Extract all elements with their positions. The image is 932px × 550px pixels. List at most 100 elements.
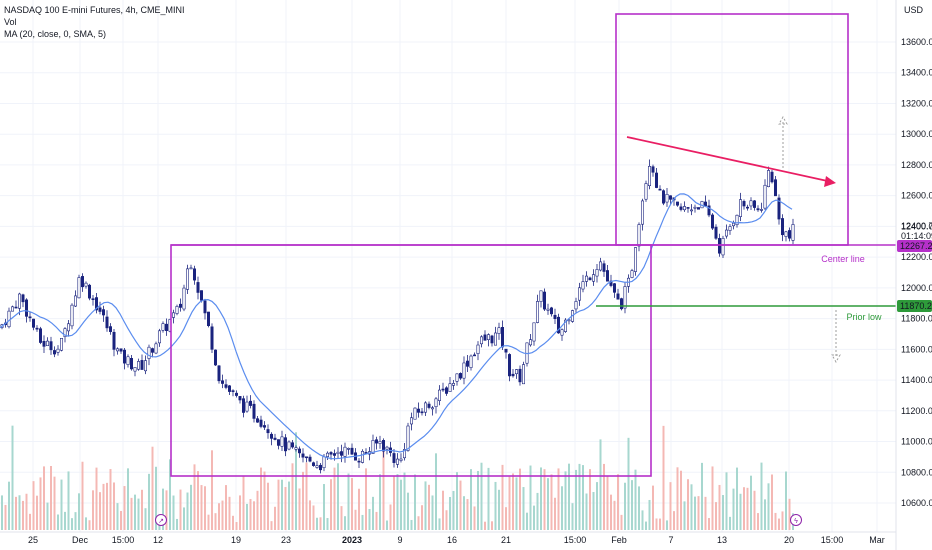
breakout-box[interactable] [615,13,849,246]
candle-body [259,419,263,427]
candle-body [563,319,567,332]
candle-body [172,312,176,318]
volume-bar [487,467,490,530]
currency-label: USD [904,5,924,15]
prior-low-price-tag: 11870.25 [900,301,932,311]
candle-body [70,304,74,327]
volume-bar [631,480,633,530]
candle-body [598,261,602,271]
volume-bar [543,469,546,530]
candle-body [749,200,753,207]
time-tick: 23 [281,535,291,545]
candle-body [179,303,183,308]
center-line-label: Center line [821,254,865,264]
candle-body [242,398,246,413]
candle-body [269,433,273,439]
candle-body [385,446,389,450]
volume-bar [29,513,31,530]
volume-bar [116,503,119,530]
candle-body [507,354,511,377]
candle-body [301,453,305,458]
volume-bar [729,516,731,530]
time-tick: 25 [28,535,38,545]
candle-body [297,448,301,454]
volume-bar [641,510,644,530]
trendline[interactable] [626,136,833,183]
time-tick: Dec [72,535,89,545]
candle-body [11,306,15,312]
candle-body [441,388,445,391]
volume-bar [211,450,213,530]
candle-body [189,267,193,270]
candle-body [609,280,613,286]
volume-bar [319,517,322,530]
candle-body [584,275,588,282]
volume-bar [305,462,308,530]
volume-bar [669,482,672,530]
price-tick: 11200.00 [901,406,932,416]
center-price-tag-bg [897,240,932,252]
candle-body [710,214,714,229]
ma-legend[interactable]: MA (20, close, 0, SMA, 5) [4,29,107,39]
candle-body [728,226,732,231]
candle-body [31,318,35,328]
candle-body [647,166,651,187]
volume-bar [788,498,791,530]
volume-bar [246,503,248,530]
volume-bar [39,477,42,530]
volume-bar [368,508,371,530]
volume-legend[interactable]: Vol [4,17,17,27]
earnings-event-icon[interactable] [790,514,802,526]
candle-body [280,436,284,447]
time-tick: 13 [717,535,727,545]
candle-body [605,270,609,282]
candle-body [203,300,207,314]
trendline-arrowhead [824,176,836,187]
candle-body [35,327,39,330]
volume-bar [113,482,115,530]
volume-bar [785,471,787,530]
price-tick: 11400.00 [901,375,932,385]
volume-bar [176,518,178,530]
price-tick: 13200.00 [901,98,932,108]
moving-average-line [0,193,793,460]
volume-bar [277,479,280,530]
volume-bar [263,471,266,530]
volume-bar [15,496,17,530]
candle-body [780,218,784,236]
symbol-title[interactable]: NASDAQ 100 E-mini Futures, 4h, CME_MINI [4,5,185,15]
candle-body [423,402,427,413]
candle-body [402,449,406,459]
candle-body [493,332,497,346]
volume-bar [284,487,287,530]
candle-body [693,206,697,209]
candle-body [787,230,791,239]
volume-bar [207,514,210,530]
dividend-event-icon[interactable] [155,514,167,526]
candle-body [196,282,200,293]
candle-body [325,452,329,457]
candle-body [556,316,560,334]
volume-bar [417,516,420,530]
candle-body [350,447,354,455]
volume-bar [431,495,434,530]
candle-body [490,335,494,344]
candle-body [504,348,508,353]
candle-body [21,294,25,303]
volume-bar [18,495,21,530]
candle-body [17,293,21,309]
candle-body [651,166,655,173]
volume-bar [557,468,560,530]
volume-bar [242,476,245,530]
candle-body [378,441,382,444]
candle-body [500,326,504,348]
volume-bar [218,503,220,530]
candle-body [731,222,735,227]
volume-bar [522,487,525,530]
volume-bar [50,465,52,530]
candle-body [476,344,480,354]
candle-body [553,314,557,320]
candle-body [773,179,777,197]
price-tick: 12600.00 [901,191,932,201]
